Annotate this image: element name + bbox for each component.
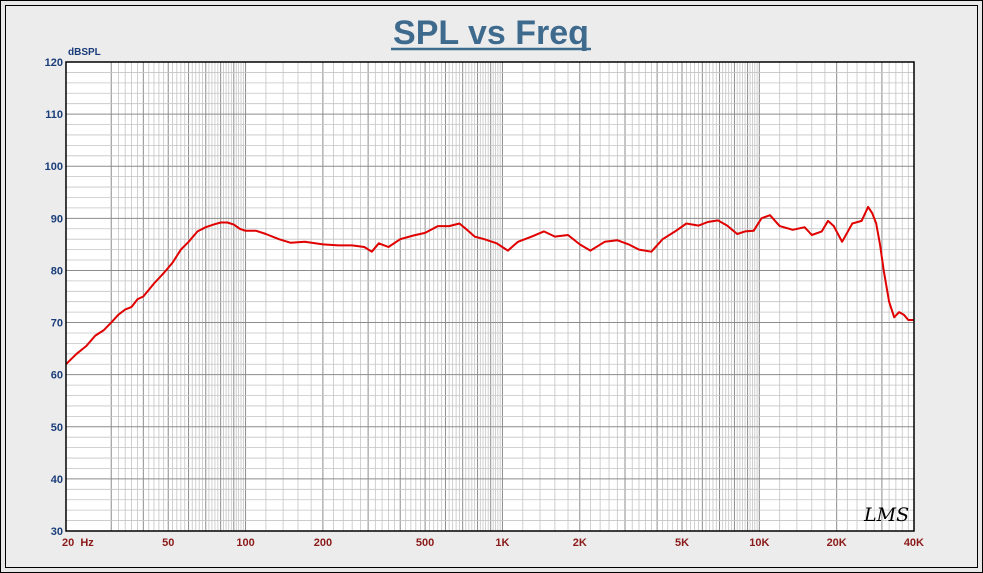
y-tick-label: 70: [51, 318, 63, 330]
x-tick-label: 200: [314, 537, 332, 549]
x-tick-label: 500: [416, 537, 434, 549]
x-tick-label: 40K: [904, 537, 924, 549]
x-tick-label: 20 Hz: [62, 537, 94, 549]
x-tick-label: 20K: [827, 537, 847, 549]
y-tick-label: 90: [51, 213, 63, 225]
y-axis-ticks: 30 40 50 60 70 80 90 100 110 120: [45, 57, 63, 538]
x-tick-label: 50: [162, 537, 174, 549]
y-tick-label: 100: [45, 161, 63, 173]
x-tick-label: 100: [236, 537, 254, 549]
x-tick-label: 1K: [495, 537, 509, 549]
y-tick-label: 30: [51, 526, 63, 538]
x-axis-ticks: 20 Hz 50 100 200 500 1K 2K 5K 10K 20K 40K: [62, 537, 924, 549]
lms-watermark: LMS: [863, 504, 909, 526]
y-tick-label: 120: [45, 57, 63, 69]
plot-border: [65, 61, 915, 532]
spl-series-line: [65, 205, 914, 365]
y-tick-label: 40: [51, 474, 63, 486]
y-tick-label: 60: [51, 370, 63, 382]
y-tick-label: 50: [51, 422, 63, 434]
y-tick-label: 80: [51, 265, 63, 277]
plot-area: [66, 62, 914, 531]
y-tick-label: 110: [45, 109, 63, 121]
x-tick-label: 5K: [675, 537, 689, 549]
chart-title: SPL vs Freq: [393, 14, 589, 52]
x-tick-label: 10K: [749, 537, 769, 549]
grid: [66, 61, 914, 532]
x-tick-label: 2K: [573, 537, 587, 549]
y-axis-label: dBSPL: [68, 47, 101, 58]
